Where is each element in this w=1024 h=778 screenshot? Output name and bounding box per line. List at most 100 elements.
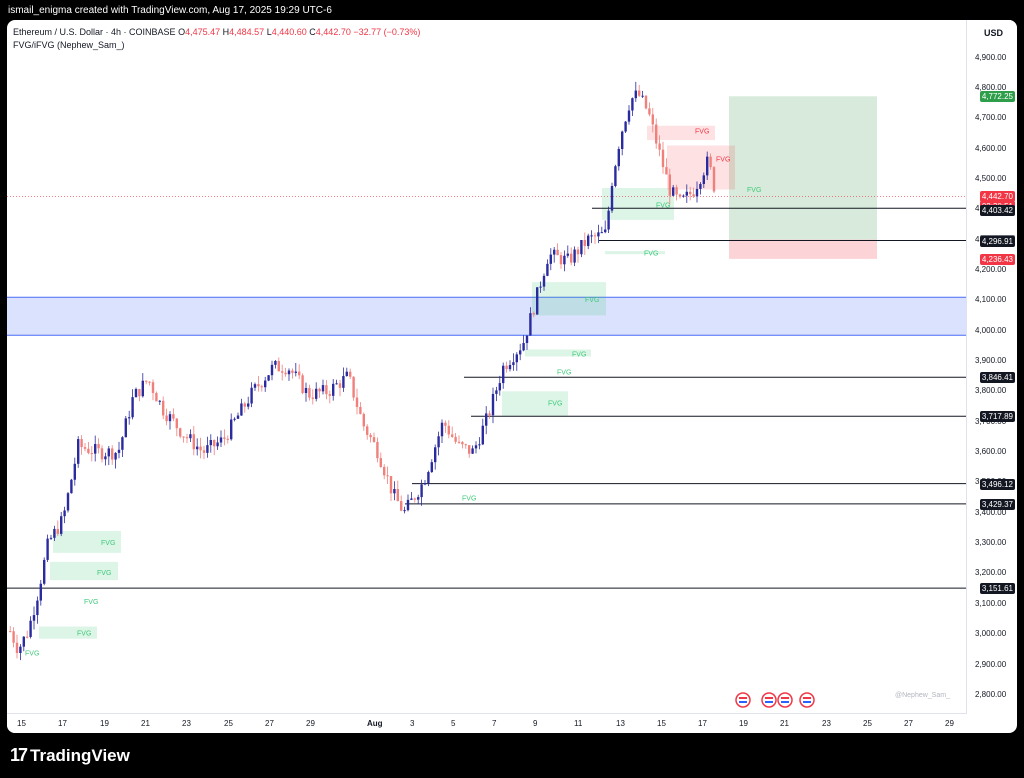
- price-tick-label: 4,200.00: [975, 264, 1007, 274]
- fvg-box[interactable]: [647, 125, 715, 141]
- candle-body: [383, 466, 386, 476]
- us-flag-event-icon[interactable]: [761, 692, 777, 708]
- price-axis[interactable]: USD 4,900.00 4,800.00 4,700.00 4,600.00 4,50…: [966, 20, 1017, 713]
- fvg-label: FVG: [557, 370, 571, 377]
- candle-body: [468, 445, 471, 454]
- candle-body: [549, 254, 552, 264]
- candle-body: [471, 448, 474, 454]
- candle-body: [233, 418, 236, 420]
- price-tick-label: 3,900.00: [975, 356, 1007, 365]
- time-tick-label: 25: [863, 719, 872, 728]
- chart-plot[interactable]: FVG FVG FVG FVG FVG FVG FVG FVG FVG FVG FVG FVG FVG F…: [7, 20, 967, 713]
- us-flag-event-icon[interactable]: [799, 692, 815, 708]
- candle-body: [155, 393, 158, 402]
- us-flag-event-icon-stripe: [781, 701, 789, 703]
- candle-body: [682, 195, 685, 197]
- price-axis-label-level: 3,429.37: [979, 498, 1015, 510]
- time-tick-label: 21: [141, 719, 150, 728]
- candle-body: [498, 383, 501, 391]
- candle-body: [240, 403, 243, 416]
- high-label: H: [222, 27, 230, 37]
- candle-body: [83, 447, 87, 449]
- candle-body: [131, 397, 134, 418]
- candle-body: [400, 501, 403, 511]
- candle-body: [403, 510, 406, 512]
- candle-body: [77, 439, 80, 464]
- candle-body: [362, 413, 365, 427]
- candle-body: [338, 383, 342, 388]
- fvg-label: FVG: [101, 540, 115, 547]
- indicator-name[interactable]: FVG/iFVG (Nephew_Sam_): [13, 40, 125, 50]
- candle-body: [165, 415, 168, 422]
- candle-body: [525, 335, 529, 344]
- candle-body: [236, 415, 240, 419]
- long-position-stop-zone[interactable]: [729, 239, 877, 259]
- candle-body: [573, 249, 576, 263]
- long-position-profit-zone[interactable]: [729, 96, 877, 240]
- fvg-box[interactable]: [50, 561, 118, 581]
- candle-body: [301, 375, 304, 394]
- price-axis-label-level: 3,846.41: [979, 372, 1015, 384]
- candle-body: [73, 463, 76, 480]
- fvg-box[interactable]: [502, 391, 568, 416]
- chart-legend: Ethereum / U.S. Dollar · 4h · COINBASE O…: [13, 26, 420, 52]
- candle-body: [335, 383, 338, 385]
- time-axis[interactable]: 15 17 19 21 23 25 27 29 Aug 3 5 7 9 11 13 15 17 19 21 23 25 2…: [7, 713, 967, 733]
- candle-body: [175, 418, 178, 429]
- candle-body: [515, 354, 518, 363]
- candle-body: [321, 385, 325, 392]
- candle-body: [199, 446, 202, 451]
- fvg-box[interactable]: [39, 626, 97, 639]
- time-tick-label: 9: [533, 719, 538, 728]
- us-flag-event-icon[interactable]: [777, 692, 793, 708]
- candle-body: [209, 440, 212, 446]
- close-label: C: [309, 27, 316, 37]
- tradingview-logo-icon: 17: [10, 745, 28, 765]
- price-tick-label: 4,100.00: [975, 295, 1007, 305]
- us-flag-event-icon[interactable]: [735, 692, 751, 708]
- candle-body: [287, 370, 291, 375]
- candle-body: [219, 437, 223, 443]
- fvg-box[interactable]: [602, 188, 674, 220]
- candle-body: [355, 397, 359, 407]
- time-tick-label: 23: [822, 719, 831, 728]
- candle-body: [675, 187, 678, 195]
- candle-body: [179, 428, 182, 437]
- chart-frame[interactable]: FVG FVG FVG FVG FVG FVG FVG FVG FVG FVG FVG FVG FVG F…: [7, 20, 1017, 733]
- candle-body: [352, 376, 355, 398]
- candle-body: [308, 387, 311, 398]
- candle-body: [590, 235, 593, 237]
- candle-body: [128, 417, 131, 419]
- fvg-box[interactable]: [605, 251, 665, 255]
- candle-body: [420, 484, 423, 498]
- candle-body: [270, 364, 274, 376]
- low-value: 4,440.60: [271, 27, 307, 37]
- fvg-box[interactable]: [525, 349, 591, 357]
- us-flag-event-icon-stripe: [803, 697, 811, 699]
- candle-body: [532, 313, 535, 315]
- fvg-box[interactable]: [667, 145, 735, 190]
- fvg-label: FVG: [84, 599, 98, 606]
- candle-body: [311, 397, 314, 399]
- time-tick-label: 29: [945, 719, 954, 728]
- zone-box[interactable]: [7, 297, 967, 336]
- candle-body: [60, 516, 63, 534]
- candle-body: [134, 389, 138, 398]
- candle-body: [284, 372, 287, 375]
- time-tick-label: 17: [58, 719, 67, 728]
- candle-body: [369, 434, 372, 438]
- open-value: 4,475.47: [185, 27, 221, 37]
- candle-body: [644, 95, 648, 109]
- candle-body: [32, 615, 36, 621]
- candle-body: [192, 434, 195, 450]
- candle-body: [253, 384, 257, 388]
- fvg-box[interactable]: [53, 530, 121, 553]
- time-tick-label: 13: [616, 719, 625, 728]
- fvg-label: FVG: [656, 203, 670, 210]
- candle-body: [107, 448, 110, 457]
- top-bar: ismail_enigma created with TradingView.c…: [0, 0, 1024, 20]
- price-axis-label-level: 3,496.12: [979, 478, 1015, 490]
- candle-body: [202, 450, 206, 453]
- candle-body: [461, 442, 464, 445]
- time-tick-label: 23: [182, 719, 191, 728]
